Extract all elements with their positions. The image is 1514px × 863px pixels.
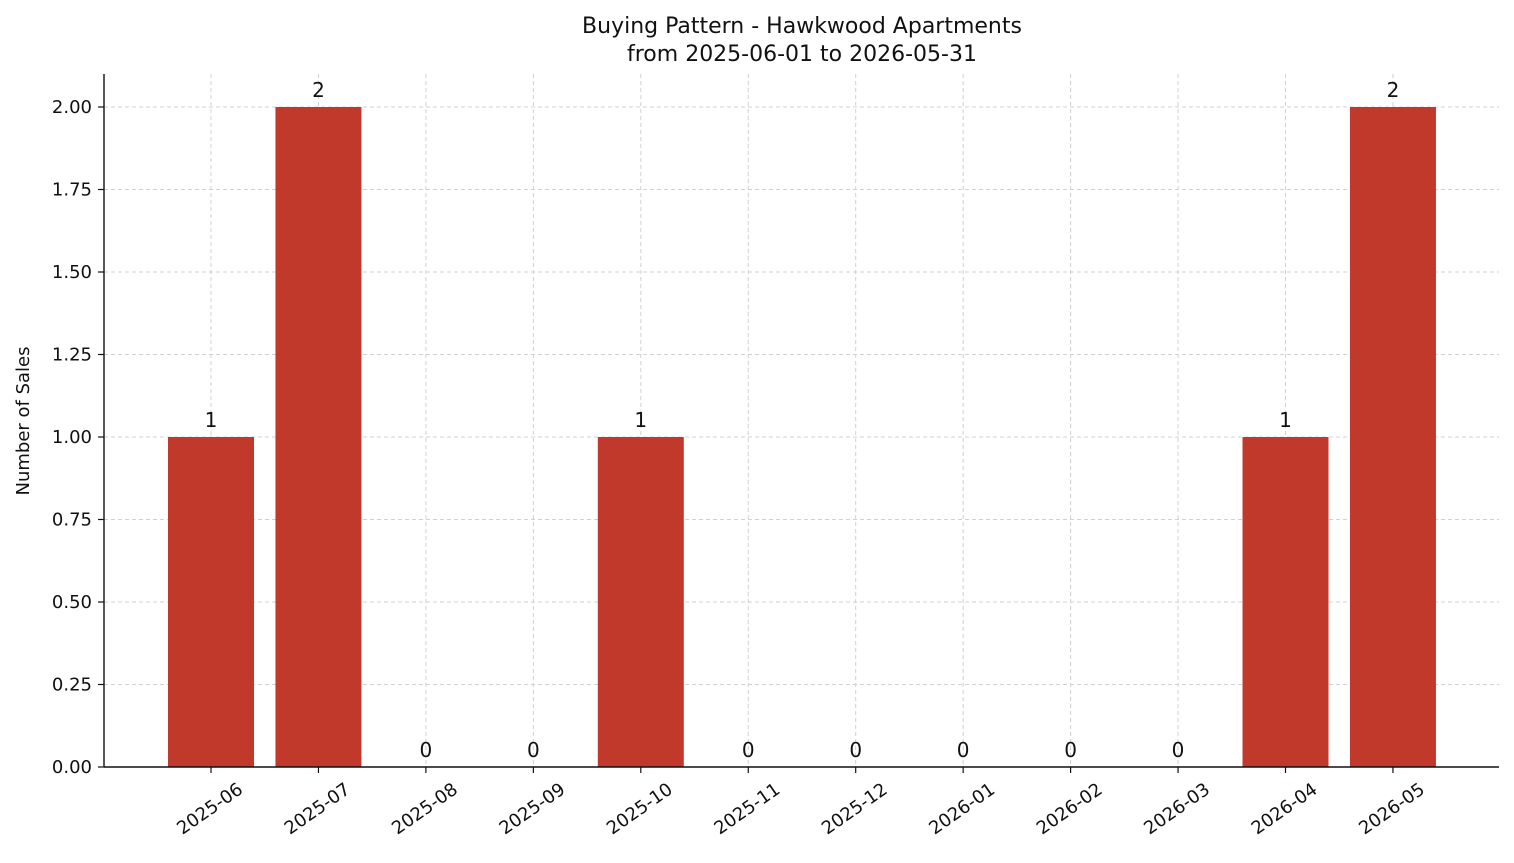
bar-2025-07 xyxy=(275,107,362,767)
data-label: 2 xyxy=(1387,78,1400,102)
data-label: 0 xyxy=(849,738,862,762)
y-axis-label: Number of Sales xyxy=(13,346,34,495)
y-tick-label: 1.50 xyxy=(52,262,92,283)
x-tick-label: 2026-03 xyxy=(1140,779,1214,839)
data-label: 2 xyxy=(312,78,325,102)
x-tick-label: 2025-08 xyxy=(388,779,462,839)
x-tick-label: 2025-12 xyxy=(818,779,892,839)
bar-2026-05 xyxy=(1349,107,1436,767)
data-label: 0 xyxy=(1172,738,1185,762)
y-tick-label: 1.25 xyxy=(52,345,92,366)
y-tick-label: 0.25 xyxy=(52,675,92,696)
y-tick-label: 0.50 xyxy=(52,592,92,613)
bar-2025-06 xyxy=(168,437,254,767)
x-tick-label: 2025-07 xyxy=(281,779,355,839)
data-label: 1 xyxy=(634,408,647,432)
y-tick-label: 0.75 xyxy=(52,510,92,531)
chart-title: Buying Pattern - Hawkwood Apartments xyxy=(582,14,1022,39)
x-tick-label: 2025-10 xyxy=(603,779,677,839)
y-tick-label: 1.75 xyxy=(52,180,92,201)
x-tick-label: 2026-01 xyxy=(925,779,999,839)
y-tick-label: 2.00 xyxy=(52,97,92,118)
data-label: 0 xyxy=(742,738,755,762)
data-label: 0 xyxy=(420,738,433,762)
data-label: 1 xyxy=(1279,408,1292,432)
x-tick-label: 2026-05 xyxy=(1355,779,1429,839)
data-label: 0 xyxy=(527,738,540,762)
y-tick-label: 0.00 xyxy=(52,757,92,778)
x-tick-label: 2026-04 xyxy=(1248,779,1322,839)
bars xyxy=(168,107,1436,767)
x-tick-label: 2026-02 xyxy=(1033,779,1107,839)
data-label: 0 xyxy=(1064,738,1077,762)
chart-subtitle: from 2025-06-01 to 2026-05-31 xyxy=(627,42,977,67)
bar-2026-04 xyxy=(1242,437,1329,767)
x-tick-label: 2025-09 xyxy=(496,779,570,839)
bar-2025-10 xyxy=(597,437,684,767)
data-label: 1 xyxy=(205,408,218,432)
y-tick-label: 1.00 xyxy=(52,427,92,448)
data-label: 0 xyxy=(957,738,970,762)
x-tick-label: 2025-11 xyxy=(710,779,784,839)
x-tick-label: 2025-06 xyxy=(173,779,247,839)
data-labels: 1 2 0 0 1 0 0 0 0 0 1 2 xyxy=(205,78,1400,762)
